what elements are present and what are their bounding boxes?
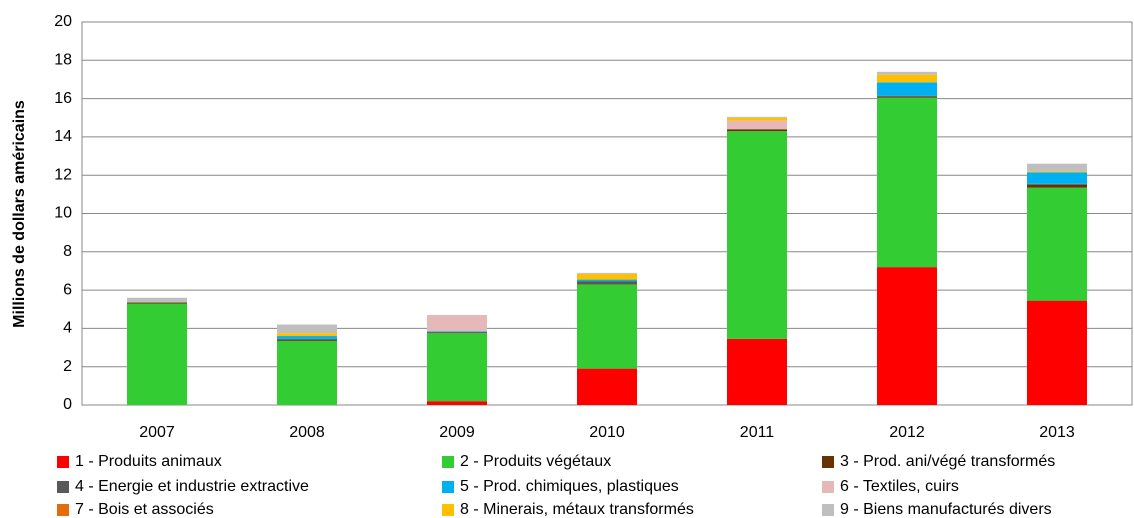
x-tick-label: 2009 bbox=[439, 424, 475, 441]
legend-swatch bbox=[57, 504, 69, 516]
bar-segment bbox=[577, 284, 637, 369]
bar-segment bbox=[427, 332, 487, 334]
legend-label: 7 - Bois et associés bbox=[75, 501, 214, 518]
bar-segment bbox=[427, 314, 487, 332]
bar-segment bbox=[727, 120, 787, 130]
bar-segment bbox=[427, 401, 487, 405]
y-tick-label: 2 bbox=[63, 358, 72, 375]
legend-swatch bbox=[442, 456, 454, 468]
legend-label: 6 - Textiles, cuirs bbox=[840, 478, 959, 495]
legend-swatch bbox=[442, 504, 454, 516]
legend-label: 5 - Prod. chimiques, plastiques bbox=[460, 478, 679, 495]
bar-segment bbox=[877, 82, 937, 96]
bar-segment bbox=[577, 283, 637, 285]
bar-segment bbox=[877, 95, 937, 97]
legend-label: 3 - Prod. ani/végé transformés bbox=[840, 453, 1055, 470]
legend-label: 2 - Produits végétaux bbox=[460, 453, 611, 470]
x-tick-label: 2013 bbox=[1039, 424, 1075, 441]
bar-segment bbox=[727, 338, 787, 405]
y-tick-label: 10 bbox=[54, 205, 72, 222]
bar-segment bbox=[877, 267, 937, 405]
bar-segment bbox=[577, 273, 637, 280]
bar-segment bbox=[427, 333, 487, 402]
legend-swatch bbox=[822, 456, 834, 468]
bar-segment bbox=[1027, 171, 1087, 173]
bar-segment bbox=[877, 97, 937, 268]
bar-segment bbox=[277, 340, 337, 405]
bar-segment bbox=[727, 117, 787, 121]
bar-segment bbox=[277, 338, 337, 340]
bar-segment bbox=[727, 129, 787, 132]
bar-segment bbox=[1027, 300, 1087, 405]
bar-segment bbox=[1027, 183, 1087, 185]
y-tick-label: 16 bbox=[54, 90, 72, 107]
x-tick-label: 2010 bbox=[589, 424, 625, 441]
y-tick-label: 0 bbox=[63, 396, 72, 413]
legend-swatch bbox=[822, 504, 834, 516]
legend-label: 4 - Energie et industrie extractive bbox=[75, 478, 309, 495]
x-tick-label: 2007 bbox=[139, 424, 175, 441]
bar-segment bbox=[1027, 187, 1087, 301]
bar-segment bbox=[277, 324, 337, 334]
bar-segment bbox=[577, 272, 637, 274]
y-tick-label: 20 bbox=[54, 13, 72, 30]
y-tick-label: 14 bbox=[54, 128, 72, 145]
x-tick-label: 2011 bbox=[740, 424, 775, 441]
bar-segment bbox=[727, 131, 787, 339]
legend-label: 1 - Produits animaux bbox=[75, 453, 222, 470]
bar-segment bbox=[1027, 172, 1087, 184]
legend-swatch bbox=[822, 481, 834, 493]
y-tick-label: 4 bbox=[63, 320, 72, 337]
bar-segment bbox=[1027, 163, 1087, 172]
bar-segment bbox=[577, 281, 637, 284]
y-tick-label: 8 bbox=[63, 243, 72, 260]
y-tick-label: 6 bbox=[63, 281, 72, 298]
x-tick-label: 2012 bbox=[889, 424, 925, 441]
bar-segment bbox=[1027, 184, 1087, 188]
bar-segment bbox=[577, 368, 637, 405]
bar-segment bbox=[877, 71, 937, 75]
y-tick-label: 12 bbox=[54, 166, 72, 183]
bar-segment bbox=[577, 279, 637, 282]
bar-segment bbox=[427, 331, 487, 333]
legend-label: 9 - Biens manufacturés divers bbox=[840, 501, 1052, 518]
legend-swatch bbox=[442, 481, 454, 493]
legend-swatch bbox=[57, 456, 69, 468]
bar-segment bbox=[727, 116, 787, 118]
legend-label: 8 - Minerais, métaux transformés bbox=[460, 501, 694, 518]
bar-segment bbox=[127, 302, 187, 304]
x-tick-label: 2008 bbox=[289, 424, 325, 441]
bar-segment bbox=[127, 303, 187, 405]
bar-segment bbox=[277, 336, 337, 339]
y-axis-title: Millions de dollars américains bbox=[11, 100, 28, 328]
bar-segment bbox=[127, 297, 187, 303]
bar-segment bbox=[877, 96, 937, 98]
y-tick-label: 18 bbox=[54, 52, 72, 69]
bar-segment bbox=[277, 333, 337, 337]
bar-segment bbox=[877, 74, 937, 83]
legend-swatch bbox=[57, 481, 69, 493]
bar-segment bbox=[277, 339, 337, 341]
